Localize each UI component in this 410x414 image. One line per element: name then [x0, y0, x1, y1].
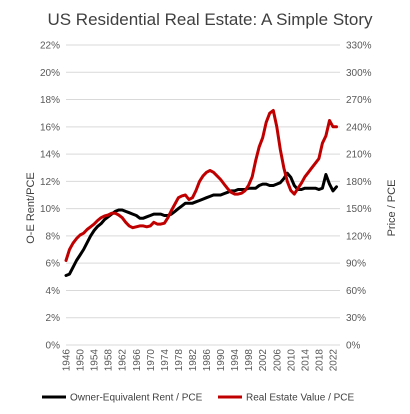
x-tick-label: 1954: [90, 349, 101, 372]
right-tick-label: 210%: [346, 150, 372, 161]
chart-title: US Residential Real Estate: A Simple Sto…: [47, 10, 373, 29]
right-tick-label: 60%: [346, 286, 366, 297]
right-tick-label: 330%: [346, 41, 372, 52]
left-tick-label: 18%: [40, 95, 60, 106]
right-tick-label: 180%: [346, 177, 372, 188]
x-tick-label: 2018: [314, 349, 325, 372]
left-tick-label: 22%: [40, 41, 60, 52]
x-tick-label: 2014: [300, 349, 311, 372]
x-tick-label: 1978: [174, 349, 185, 372]
x-tick-label: 2010: [286, 349, 297, 372]
right-tick-label: 30%: [346, 313, 366, 324]
grid: [66, 44, 340, 346]
x-tick-label: 1974: [160, 349, 171, 372]
right-tick-label: 300%: [346, 68, 372, 79]
right-tick-label: 240%: [346, 122, 372, 133]
series-lines: [64, 109, 338, 277]
series-line-2: [64, 109, 338, 262]
x-tick-label: 1966: [132, 349, 143, 372]
x-tick-label: 1950: [76, 349, 87, 372]
left-tick-label: 12%: [40, 177, 60, 188]
legend: Owner-Equivalent Rent / PCE Real Estate V…: [42, 393, 355, 404]
x-tick-label: 1986: [202, 349, 213, 372]
right-tick-label: 90%: [346, 259, 366, 270]
x-tick-label: 1958: [104, 349, 115, 372]
x-tick-label: 1994: [230, 349, 241, 372]
left-axis-title: O-E Rent/PCE: [25, 172, 37, 244]
x-tick-label: 1998: [244, 349, 255, 372]
left-tick-label: 2%: [46, 313, 61, 324]
x-tick-label: 1990: [216, 349, 227, 372]
left-tick-label: 16%: [40, 122, 60, 133]
x-tick-label: 1946: [62, 349, 73, 372]
right-tick-label: 0%: [346, 341, 361, 352]
x-tick-label: 2022: [328, 349, 339, 372]
left-tick-label: 6%: [46, 259, 61, 270]
left-axis: 0% 2% 4% 6% 8% 10% 12% 14% 16% 18% 20% 22%: [40, 41, 60, 352]
right-tick-label: 120%: [346, 231, 372, 242]
left-tick-label: 20%: [40, 68, 60, 79]
left-tick-label: 14%: [40, 150, 60, 161]
x-tick-label: 1970: [146, 349, 157, 372]
right-tick-label: 270%: [346, 95, 372, 106]
legend-label: Real Estate Value / PCE: [246, 393, 355, 404]
legend-label: Owner-Equivalent Rent / PCE: [70, 393, 203, 404]
x-tick-label: 2002: [258, 349, 269, 372]
series-line-1: [64, 171, 338, 277]
left-tick-label: 10%: [40, 204, 60, 215]
x-tick-label: 1982: [188, 349, 199, 372]
left-tick-label: 0%: [46, 341, 61, 352]
left-tick-label: 8%: [46, 231, 61, 242]
right-tick-label: 150%: [346, 204, 372, 215]
x-tick-label: 2006: [272, 349, 283, 372]
right-axis-title: Price / PCE: [386, 180, 398, 237]
right-axis: 0% 30% 60% 90% 120% 150% 180% 210% 240% 270% 300% 3…: [346, 41, 372, 352]
left-tick-label: 4%: [46, 286, 61, 297]
x-axis: 1946 1950 1954 1958 1962 1966 1970 1974 1978 1982…: [62, 349, 340, 372]
x-tick-label: 1962: [118, 349, 129, 372]
